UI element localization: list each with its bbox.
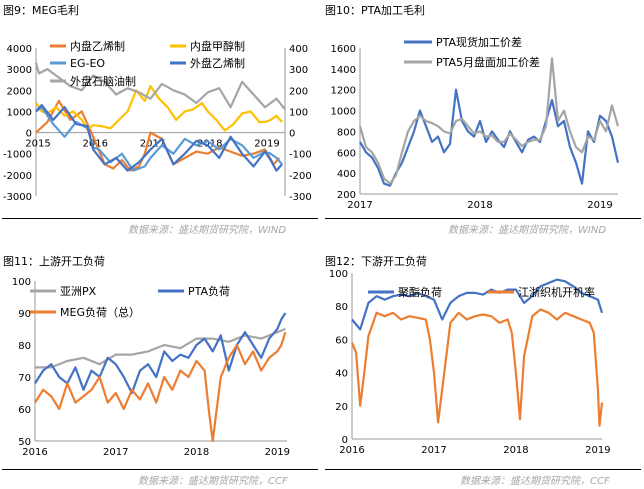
y-tick-label: 600 [337,148,356,159]
y-tick-label: 0 [26,129,32,140]
legend-label: 外盘石脑油制 [70,74,136,88]
x-tick-label: 2017 [421,445,446,456]
chart-title-downstream: 图12：下游开工负荷 [325,255,427,268]
y-tick-label: -2000 [3,171,32,182]
meg-margin-chart: 40003000200010000-1000-2000-300040030020… [3,39,312,203]
divider [325,218,641,219]
series-line [358,57,620,185]
y-tick-label: 400 [337,169,356,180]
legend-label: 外盘乙烯制 [190,56,245,70]
y-tick-label: 1200 [331,86,356,97]
y-tick-label: 100 [329,269,348,280]
x-tick-label: 2018 [467,200,492,211]
source-note: 数据来源：盛达期货研究院，WIND [128,225,287,236]
y-tick-label: 1400 [331,65,356,76]
series-line [35,84,283,132]
series-line [359,88,620,187]
divider [2,469,318,470]
y-tick-label: 1000 [331,107,356,118]
series-line [350,308,604,427]
y-tick-label: 80 [335,302,348,313]
x-tick-label: 2017 [347,200,372,211]
y-tick-label: 800 [337,127,356,138]
legend-label: PTA5月盘面加工价差 [436,55,540,69]
y-tick-label: 4000 [7,44,32,55]
x-tick-label: 2019 [265,447,290,458]
x-tick-label: 2015 [25,139,50,150]
source-note: 数据来源：盛达期货研究院，CCF [460,476,610,487]
y-tick-label-right: 400 [289,44,308,55]
y-tick-label: 3000 [7,65,32,76]
x-tick-label: 2019 [254,139,279,150]
y-tick-label: 1600 [331,44,356,55]
x-tick-label: 2016 [22,447,47,458]
series-line [34,62,286,110]
series-line [34,312,287,395]
y-tick-label: 2000 [7,86,32,97]
y-tick-label-right: -100 [289,150,312,161]
y-tick-label-right: 300 [289,65,308,76]
series-line [35,103,283,172]
y-tick-label-right: -300 [289,192,312,203]
y-tick-label: 100 [12,277,31,288]
source-note: 数据来源：盛达期货研究院，WIND [448,225,607,236]
y-tick-label-right: 0 [289,129,295,140]
x-tick-label: 2017 [140,139,165,150]
y-tick-label: 90 [18,309,31,320]
legend-label: 亚洲PX [60,285,97,298]
legend-label: MEG负荷（总） [60,305,140,319]
y-tick-label: 80 [18,341,31,352]
x-tick-label: 2017 [103,447,128,458]
series-line [35,99,281,172]
x-tick-label: 2018 [184,447,209,458]
x-tick-label: 2019 [585,445,610,456]
legend-label: PTA负荷 [188,284,230,298]
divider [2,218,318,219]
y-tick-label: 0 [342,435,348,446]
legend-label: 聚酯负荷 [398,285,442,299]
chart-title-meg: 图9：MEG毛利 [3,4,79,17]
x-tick-label: 2019 [587,200,612,211]
y-tick-label: 70 [18,373,31,384]
y-tick-label-right: 200 [289,86,308,97]
x-tick-label: 2018 [197,139,222,150]
divider [325,469,641,470]
y-tick-label: 40 [335,369,348,380]
legend-label: 内盘甲醇制 [190,39,245,53]
y-tick-label-right: -200 [289,171,312,182]
chart-title-pta: 图10：PTA加工毛利 [325,4,426,17]
series-line [34,331,287,443]
chart-title-upstream: 图11：上游开工负荷 [3,255,105,268]
x-tick-label: 2018 [503,445,528,456]
y-tick-label: 20 [335,402,348,413]
series-line [351,278,604,331]
legend-label: EG-EO [70,57,105,70]
source-note: 数据来源：盛达期货研究院，CCF [138,476,288,487]
y-tick-label-right: 100 [289,107,308,118]
x-tick-label: 2016 [339,445,364,456]
y-tick-label: -3000 [3,192,32,203]
legend-label: 江浙织机开机率 [518,285,595,299]
series-line [35,106,283,172]
legend-label: PTA现货加工价差 [436,35,522,49]
y-tick-label: 1000 [7,107,32,118]
series-line [35,327,286,369]
y-tick-label: 60 [18,405,31,416]
legend-label: 内盘乙烯制 [70,39,125,53]
y-tick-label: 50 [18,437,31,448]
y-tick-label: 60 [335,335,348,346]
y-tick-label: -1000 [3,150,32,161]
y-tick-label: 200 [337,190,356,201]
